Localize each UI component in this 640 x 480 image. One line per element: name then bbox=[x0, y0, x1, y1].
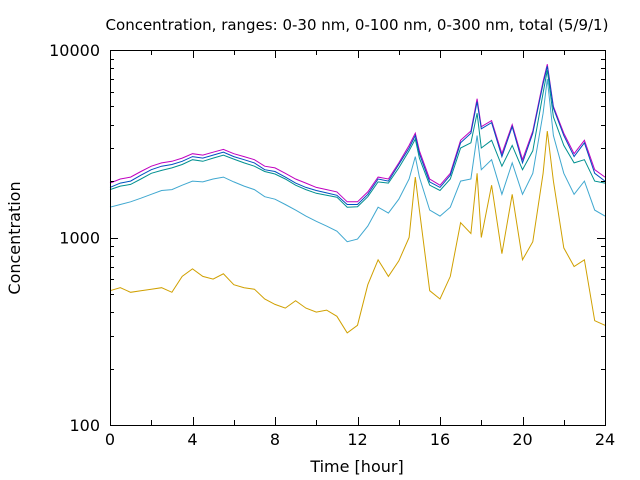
y-axis-label: Concentration bbox=[5, 181, 24, 294]
y-tick-label: 10000 bbox=[49, 41, 100, 60]
series-line-3 bbox=[109, 70, 606, 208]
x-tick-label: 12 bbox=[347, 430, 367, 449]
y-tick-label: 1000 bbox=[59, 229, 100, 248]
x-tick-label: 24 bbox=[595, 430, 615, 449]
chart-title: Concentration, ranges: 0-30 nm, 0-100 nm… bbox=[106, 16, 609, 34]
y-tick-label: 100 bbox=[69, 416, 100, 435]
series-line-2 bbox=[109, 66, 606, 205]
axis-layer: 0 4 8 12 16 20 24 100 1000 10000 bbox=[49, 41, 615, 449]
x-tick-label: 20 bbox=[512, 430, 532, 449]
x-tick-label: 8 bbox=[270, 430, 280, 449]
series-layer bbox=[109, 64, 606, 334]
x-axis-label: Time [hour] bbox=[309, 457, 403, 476]
series-line-4 bbox=[109, 78, 606, 243]
x-tick-label: 0 bbox=[105, 430, 115, 449]
x-tick-label: 16 bbox=[430, 430, 450, 449]
series-line-5 bbox=[109, 130, 606, 334]
series-line-1 bbox=[109, 64, 606, 203]
x-tick-label: 4 bbox=[187, 430, 197, 449]
